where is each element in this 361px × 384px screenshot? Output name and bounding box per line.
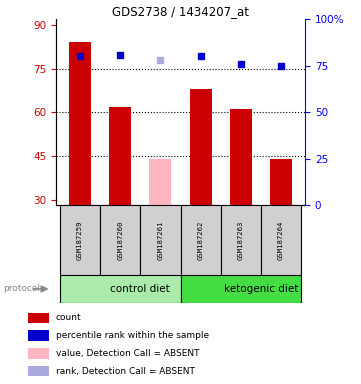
Text: value, Detection Call = ABSENT: value, Detection Call = ABSENT: [56, 349, 199, 358]
Text: protocol: protocol: [4, 285, 40, 293]
Title: GDS2738 / 1434207_at: GDS2738 / 1434207_at: [112, 5, 249, 18]
Bar: [109, 106, 131, 205]
Text: GSM187261: GSM187261: [157, 220, 164, 260]
Bar: [230, 109, 252, 205]
Bar: [140, 205, 180, 275]
Text: GSM187263: GSM187263: [238, 220, 244, 260]
Bar: [261, 205, 301, 275]
Bar: [69, 43, 91, 205]
Bar: [221, 205, 261, 275]
Bar: [100, 205, 140, 275]
Bar: [28, 313, 49, 323]
Bar: [149, 159, 171, 205]
Text: count: count: [56, 313, 81, 323]
Text: GSM187264: GSM187264: [278, 220, 284, 260]
Bar: [190, 89, 212, 205]
Bar: [60, 275, 180, 303]
Text: percentile rank within the sample: percentile rank within the sample: [56, 331, 209, 340]
Text: rank, Detection Call = ABSENT: rank, Detection Call = ABSENT: [56, 367, 195, 376]
Text: GSM187259: GSM187259: [77, 220, 83, 260]
Bar: [180, 205, 221, 275]
Bar: [28, 348, 49, 359]
Bar: [180, 275, 301, 303]
Text: ketogenic diet: ketogenic diet: [224, 284, 298, 294]
Text: control diet: control diet: [110, 284, 170, 294]
Text: GSM187262: GSM187262: [197, 220, 204, 260]
Bar: [270, 159, 292, 205]
Text: GSM187260: GSM187260: [117, 220, 123, 260]
Bar: [28, 330, 49, 341]
Bar: [28, 366, 49, 376]
Bar: [60, 205, 100, 275]
